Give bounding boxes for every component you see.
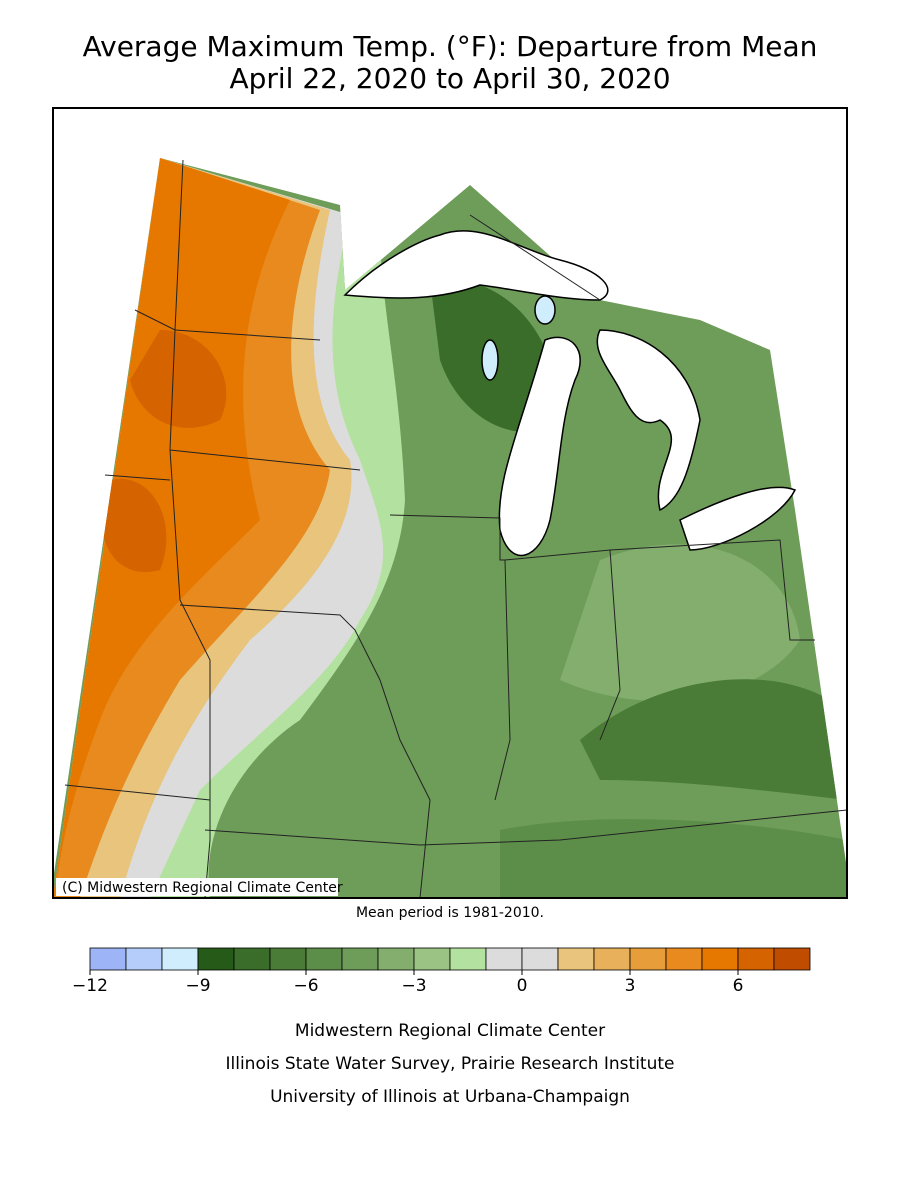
legend-swatch — [701, 947, 739, 971]
legend-tick-label: −9 — [185, 976, 210, 996]
legend-tick-label: 6 — [733, 976, 744, 996]
legend-swatch — [125, 947, 163, 971]
legend: −12 −9 −6 −3 0 3 6 — [72, 947, 811, 996]
legend-swatch — [269, 947, 307, 971]
legend-tick-label: −12 — [72, 976, 108, 996]
field — [53, 158, 290, 898]
credit: Illinois State Water Survey, Prairie Res… — [226, 1054, 675, 1074]
credit: Midwestern Regional Climate Center — [295, 1021, 605, 1041]
legend-swatch — [89, 947, 127, 971]
field — [560, 544, 800, 701]
legend-swatch — [485, 947, 523, 971]
legend-swatch — [377, 947, 415, 971]
copyright-box — [56, 878, 338, 896]
lakes — [343, 230, 797, 557]
legend-swatch — [197, 947, 235, 971]
field — [580, 679, 847, 800]
borders — [64, 159, 848, 899]
legend-swatch — [773, 947, 811, 971]
legend-swatch — [305, 947, 343, 971]
subtitle: April 22, 2020 to April 30, 2020 — [229, 62, 670, 95]
legend-tick-label: 0 — [517, 976, 528, 996]
legend-swatch — [665, 947, 703, 971]
copyright: (C) Midwestern Regional Climate Center — [62, 880, 343, 896]
mean-period: Mean period is 1981-2010. — [356, 905, 544, 921]
legend-swatch — [449, 947, 487, 971]
legend-swatch — [521, 947, 559, 971]
legend-swatch — [593, 947, 631, 971]
legend-tick-label: 3 — [625, 976, 636, 996]
title: Average Maximum Temp. (°F): Departure fr… — [83, 30, 818, 63]
legend-swatch — [413, 947, 451, 971]
legend-swatch — [233, 947, 271, 971]
legend-tick-label: −6 — [293, 976, 318, 996]
map-frame — [52, 107, 848, 899]
field — [100, 330, 227, 572]
legend-tick-label: −3 — [401, 976, 426, 996]
field — [500, 819, 847, 898]
map: (C) Midwestern Regional Climate Center — [52, 107, 848, 899]
credit: University of Illinois at Urbana-Champai… — [270, 1087, 630, 1107]
legend-swatch — [341, 947, 379, 971]
legend-swatch — [557, 947, 595, 971]
legend-swatch — [737, 947, 775, 971]
legend-swatch — [161, 947, 199, 971]
legend-swatch — [629, 947, 667, 971]
